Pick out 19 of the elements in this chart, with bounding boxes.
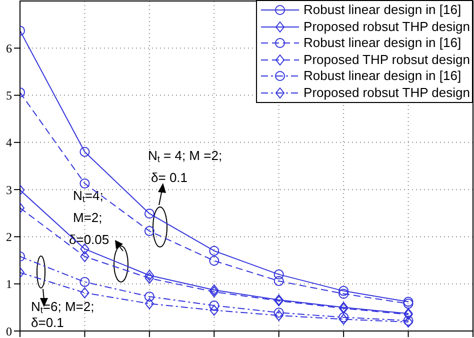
legend-label: Robust linear design in [16] [304, 2, 462, 18]
legend-label: Proposed robsut THP design [304, 18, 470, 35]
y-tick-label: 4 [6, 136, 12, 150]
y-tick-label: 6 [6, 41, 12, 56]
legend-label: Proposed robsut THP design [304, 84, 470, 101]
y-tick-label: 0 [6, 324, 12, 338]
y-tick-label: 3 [6, 182, 12, 197]
y-tick-label: 2 [6, 230, 12, 244]
legend-label: Robust linear design in [16] [304, 68, 462, 84]
annotation: N$_{t}$=4; [73, 188, 104, 204]
annotation: δ= 0.1 [151, 170, 188, 185]
annotation: δ=0.1 [31, 315, 64, 330]
legend-label: Proposed THP robsut design [304, 52, 470, 68]
legend-label: Robust linear design in [16] [304, 35, 462, 52]
y-tick-label: 5 [6, 88, 12, 103]
annotation: N$_{t}$=6; M=2; [31, 299, 94, 316]
y-tick-label: 1 [6, 277, 12, 292]
annotation: N$_{t}$ = 4; M =2; [148, 148, 222, 164]
annotation: M=2; [73, 210, 102, 225]
